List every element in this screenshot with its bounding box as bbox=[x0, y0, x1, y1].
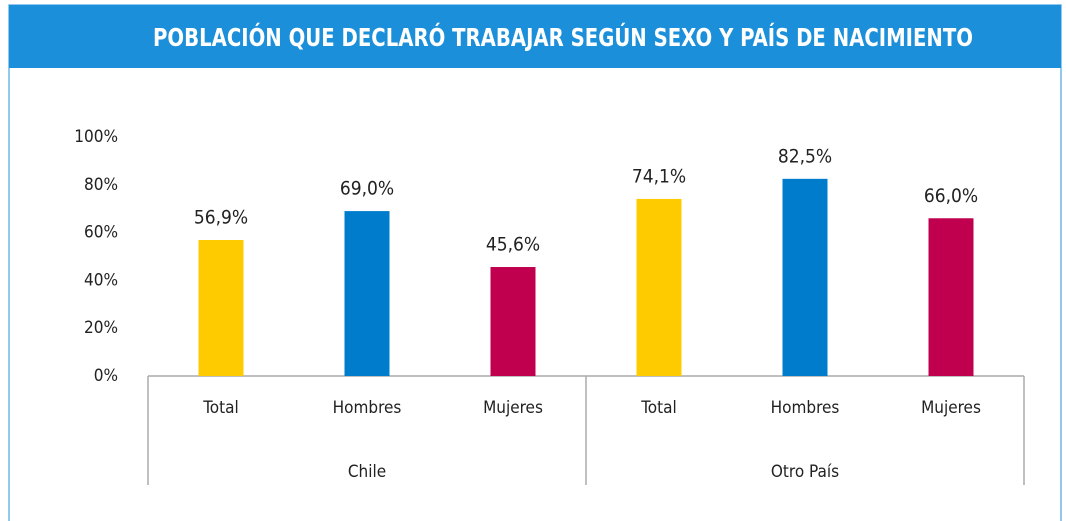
x-tick-label: Mujeres bbox=[483, 398, 543, 418]
y-tick-label: 60% bbox=[84, 223, 118, 243]
data-label: 45,6% bbox=[486, 234, 540, 256]
bar bbox=[198, 240, 244, 376]
bar bbox=[928, 218, 974, 376]
y-tick-label: 80% bbox=[84, 175, 118, 195]
y-tick-label: 20% bbox=[84, 318, 118, 338]
x-tick-label: Hombres bbox=[771, 398, 840, 418]
data-label: 69,0% bbox=[340, 178, 394, 200]
bar bbox=[782, 178, 828, 376]
x-tick-label: Hombres bbox=[333, 398, 402, 418]
frame bbox=[8, 4, 1062, 521]
y-tick-label: 100% bbox=[74, 127, 118, 147]
x-tick-label: Mujeres bbox=[921, 398, 981, 418]
data-label: 74,1% bbox=[632, 165, 686, 187]
group-label: Otro País bbox=[771, 462, 839, 482]
chart-title: POBLACIÓN QUE DECLARÓ TRABAJAR SEGÚN SEX… bbox=[153, 22, 973, 52]
y-tick-label: 40% bbox=[84, 270, 118, 290]
x-tick-label: Total bbox=[202, 398, 238, 418]
group-label: Chile bbox=[348, 462, 386, 482]
bar bbox=[344, 211, 390, 376]
title-banner bbox=[9, 5, 1061, 68]
bar bbox=[636, 198, 682, 376]
data-label: 56,9% bbox=[194, 207, 248, 229]
y-tick-label: 0% bbox=[94, 366, 118, 386]
bar bbox=[490, 267, 536, 376]
x-tick-label: Total bbox=[640, 398, 676, 418]
data-label: 66,0% bbox=[924, 185, 978, 207]
data-label: 82,5% bbox=[778, 145, 832, 167]
